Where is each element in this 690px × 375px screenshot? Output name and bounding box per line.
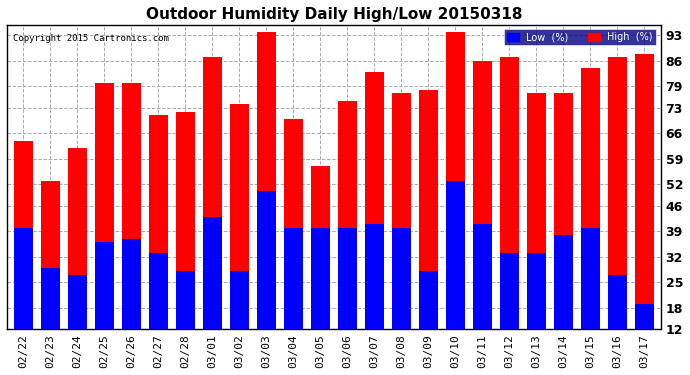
Bar bbox=[14, 141, 32, 373]
Bar bbox=[473, 224, 492, 373]
Bar bbox=[419, 272, 438, 373]
Bar bbox=[284, 119, 303, 373]
Legend: Low  (%), High  (%): Low (%), High (%) bbox=[504, 29, 656, 45]
Bar bbox=[527, 253, 546, 373]
Bar bbox=[284, 228, 303, 373]
Bar bbox=[68, 275, 87, 373]
Bar bbox=[365, 224, 384, 373]
Bar bbox=[635, 304, 654, 373]
Bar bbox=[41, 181, 59, 373]
Bar bbox=[257, 192, 276, 373]
Bar bbox=[230, 272, 248, 373]
Bar bbox=[338, 228, 357, 373]
Bar bbox=[230, 104, 248, 373]
Bar bbox=[149, 253, 168, 373]
Bar bbox=[41, 268, 59, 373]
Bar bbox=[554, 93, 573, 373]
Bar bbox=[581, 228, 600, 373]
Bar bbox=[500, 253, 519, 373]
Title: Outdoor Humidity Daily High/Low 20150318: Outdoor Humidity Daily High/Low 20150318 bbox=[146, 7, 522, 22]
Bar bbox=[392, 93, 411, 373]
Bar bbox=[608, 57, 627, 373]
Bar bbox=[68, 148, 87, 373]
Bar bbox=[257, 32, 276, 373]
Bar bbox=[95, 242, 114, 373]
Bar bbox=[176, 272, 195, 373]
Bar bbox=[608, 275, 627, 373]
Bar bbox=[446, 32, 465, 373]
Bar bbox=[527, 93, 546, 373]
Bar bbox=[635, 54, 654, 373]
Bar bbox=[121, 238, 141, 373]
Bar bbox=[121, 82, 141, 373]
Bar bbox=[365, 72, 384, 373]
Bar bbox=[176, 112, 195, 373]
Bar bbox=[419, 90, 438, 373]
Bar bbox=[14, 228, 32, 373]
Bar bbox=[338, 101, 357, 373]
Bar bbox=[203, 57, 221, 373]
Bar bbox=[392, 228, 411, 373]
Bar bbox=[446, 181, 465, 373]
Bar bbox=[149, 115, 168, 373]
Bar bbox=[311, 228, 330, 373]
Text: Copyright 2015 Cartronics.com: Copyright 2015 Cartronics.com bbox=[14, 34, 169, 43]
Bar bbox=[95, 82, 114, 373]
Bar bbox=[581, 68, 600, 373]
Bar bbox=[554, 235, 573, 373]
Bar bbox=[500, 57, 519, 373]
Bar bbox=[203, 217, 221, 373]
Bar bbox=[311, 166, 330, 373]
Bar bbox=[473, 61, 492, 373]
